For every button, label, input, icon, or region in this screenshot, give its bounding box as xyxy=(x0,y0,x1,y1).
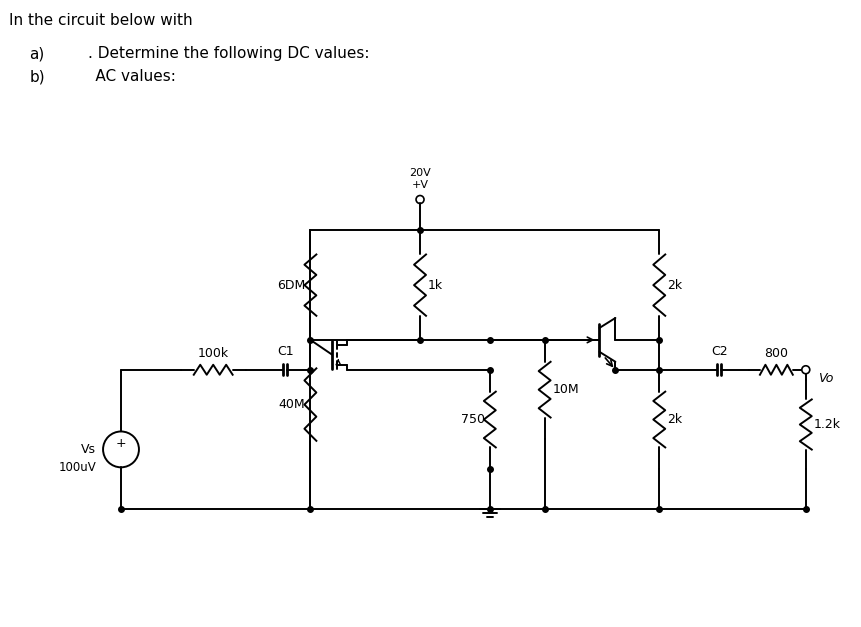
Text: 1.2k: 1.2k xyxy=(814,418,840,431)
Text: 2k: 2k xyxy=(667,278,683,292)
Text: a): a) xyxy=(29,46,45,61)
Text: C2: C2 xyxy=(710,345,728,358)
Text: 100uV: 100uV xyxy=(59,461,96,474)
Text: 40M: 40M xyxy=(279,398,306,411)
Text: 800: 800 xyxy=(765,347,789,360)
Text: 6DM: 6DM xyxy=(277,278,306,292)
Text: b): b) xyxy=(29,69,45,84)
Text: Vo: Vo xyxy=(818,372,833,385)
Text: 1k: 1k xyxy=(428,278,443,292)
Text: C1: C1 xyxy=(277,345,294,358)
Text: 100k: 100k xyxy=(198,347,229,360)
Text: +: + xyxy=(115,437,127,450)
Text: 750: 750 xyxy=(461,413,485,426)
Text: 10M: 10M xyxy=(553,383,579,396)
Text: . Determine the following DC values:: . Determine the following DC values: xyxy=(49,46,369,61)
Text: In the circuit below with: In the circuit below with xyxy=(9,13,193,28)
Text: AC values:: AC values: xyxy=(71,69,176,84)
Text: 2k: 2k xyxy=(667,413,683,426)
Circle shape xyxy=(802,366,810,374)
Text: Vs: Vs xyxy=(81,443,96,456)
Text: 20V
+V: 20V +V xyxy=(409,168,430,189)
